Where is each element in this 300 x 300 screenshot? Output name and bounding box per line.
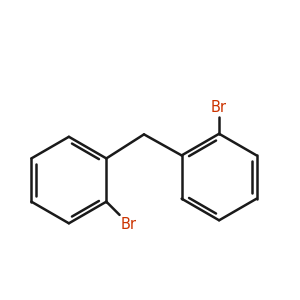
Text: Br: Br <box>121 217 137 232</box>
Text: Br: Br <box>211 100 227 115</box>
